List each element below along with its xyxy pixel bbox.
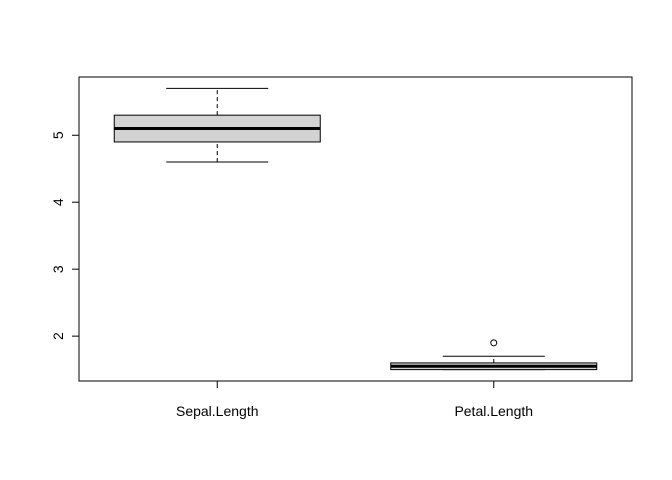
x-tick-label: Petal.Length: [454, 403, 533, 419]
outlier-point: [490, 339, 498, 347]
plot-area-frame: [78, 76, 633, 382]
y-tick-label: 5: [50, 131, 66, 139]
y-tick-label: 2: [50, 332, 66, 340]
x-tick-label: Sepal.Length: [176, 403, 259, 419]
y-tick-label: 3: [50, 265, 66, 273]
y-tick-label: 4: [50, 198, 66, 206]
